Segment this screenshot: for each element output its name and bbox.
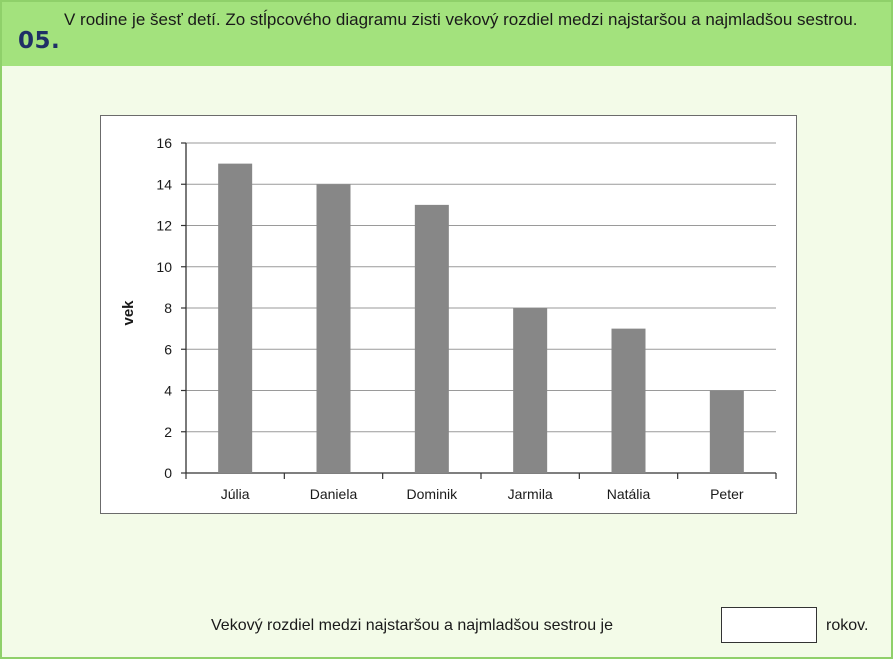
x-tick-label: Natália — [607, 486, 651, 502]
bar-peter — [709, 390, 744, 473]
question-text: V rodine je šesť detí. Zo stĺpcového dia… — [64, 10, 858, 29]
y-tick-label: 16 — [156, 135, 172, 151]
y-tick-label: 6 — [164, 341, 172, 357]
y-tick-label: 14 — [156, 176, 172, 192]
answer-prompt: Vekový rozdiel medzi najstaršou a najmla… — [211, 617, 613, 634]
x-tick-label: Dominik — [407, 486, 459, 502]
y-tick-label: 2 — [164, 424, 172, 440]
y-tick-label: 4 — [164, 383, 172, 399]
y-axis-label: vek — [120, 300, 137, 326]
y-tick-label: 10 — [156, 259, 172, 275]
bar-dominik — [414, 204, 449, 473]
x-tick-label: Jarmila — [508, 486, 553, 502]
y-tick-label: 12 — [156, 218, 172, 234]
x-tick-label: Júlia — [221, 486, 250, 502]
bar-chart: 0 2 4 6 8 10 12 14 16 vek Júlia Daniela Dominik Jarmi… — [100, 115, 797, 514]
answer-unit: rokov. — [826, 617, 869, 634]
question-number: 05. — [18, 28, 61, 54]
x-tick-label: Daniela — [310, 486, 358, 502]
y-tick-label: 8 — [164, 300, 172, 316]
bar-chart-svg: 0 2 4 6 8 10 12 14 16 vek Júlia Daniela Dominik Jarmi… — [120, 135, 777, 502]
bar-jarmila — [513, 308, 548, 473]
question-header: 05. V rodine je šesť detí. Zo stĺpcového… — [2, 2, 891, 66]
x-tick-label: Peter — [710, 486, 744, 502]
answer-input[interactable] — [721, 607, 817, 643]
bar-daniela — [316, 184, 351, 473]
bar-natália — [611, 328, 646, 473]
y-tick-label: 0 — [164, 465, 172, 481]
bar-júlia — [218, 163, 253, 473]
